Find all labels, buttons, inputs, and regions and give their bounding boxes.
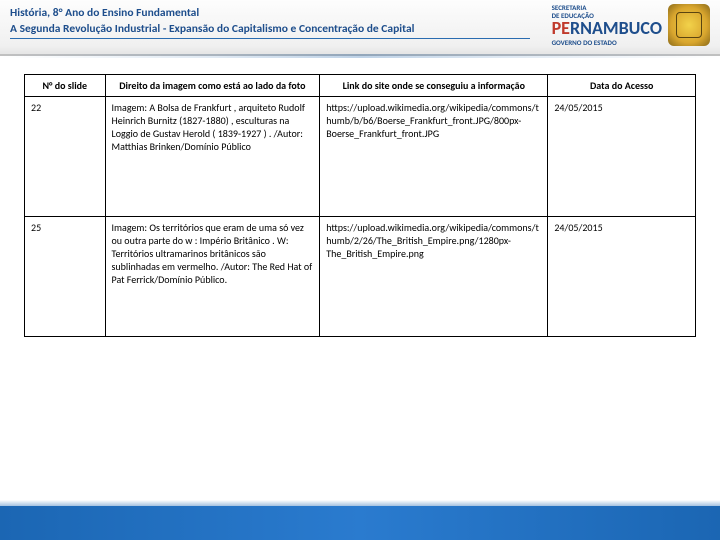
th-direito: Direito da imagem como está ao lado da f… (105, 75, 320, 97)
cell-num: 25 (25, 217, 106, 337)
table-header-row: N° do slide Direito da imagem como está … (25, 75, 696, 97)
footer-bar (0, 506, 720, 540)
cell-link: https://upload.wikimedia.org/wikipedia/c… (320, 97, 548, 217)
state-seal-icon (668, 4, 710, 46)
table-row: 25 Imagem: Os territórios que eram de um… (25, 217, 696, 337)
credits-table: N° do slide Direito da imagem como está … (24, 74, 696, 337)
th-link: Link do site onde se conseguiu a informa… (320, 75, 548, 97)
cell-data: 24/05/2015 (548, 97, 696, 217)
logo-box: SECRETARIA DE EDUCAÇÃO PERNAMBUCO GOVERN… (552, 4, 710, 47)
table-row: 22 Imagem: A Bolsa de Frankfurt , arquit… (25, 97, 696, 217)
slide-header: História, 8° Ano do Ensino Fundamental A… (0, 0, 720, 56)
content-area: N° do slide Direito da imagem como está … (0, 56, 720, 355)
th-data: Data do Acesso (548, 75, 696, 97)
cell-direito: Imagem: Os territórios que eram de uma s… (105, 217, 320, 337)
logo-brand: PERNAMBUCO (552, 19, 662, 39)
header-underline (10, 38, 530, 39)
logo-gov: GOVERNO DO ESTADO (552, 39, 617, 47)
cell-link: https://upload.wikimedia.org/wikipedia/c… (320, 217, 548, 337)
logo-brand-prefix: PE (552, 19, 570, 39)
logo-text: SECRETARIA DE EDUCAÇÃO PERNAMBUCO GOVERN… (552, 4, 662, 47)
cell-data: 24/05/2015 (548, 217, 696, 337)
cell-direito: Imagem: A Bolsa de Frankfurt , arquiteto… (105, 97, 320, 217)
th-num: N° do slide (25, 75, 106, 97)
cell-num: 22 (25, 97, 106, 217)
header-accent (0, 54, 720, 58)
logo-brand-suffix: RNAMBUCO (570, 19, 662, 39)
